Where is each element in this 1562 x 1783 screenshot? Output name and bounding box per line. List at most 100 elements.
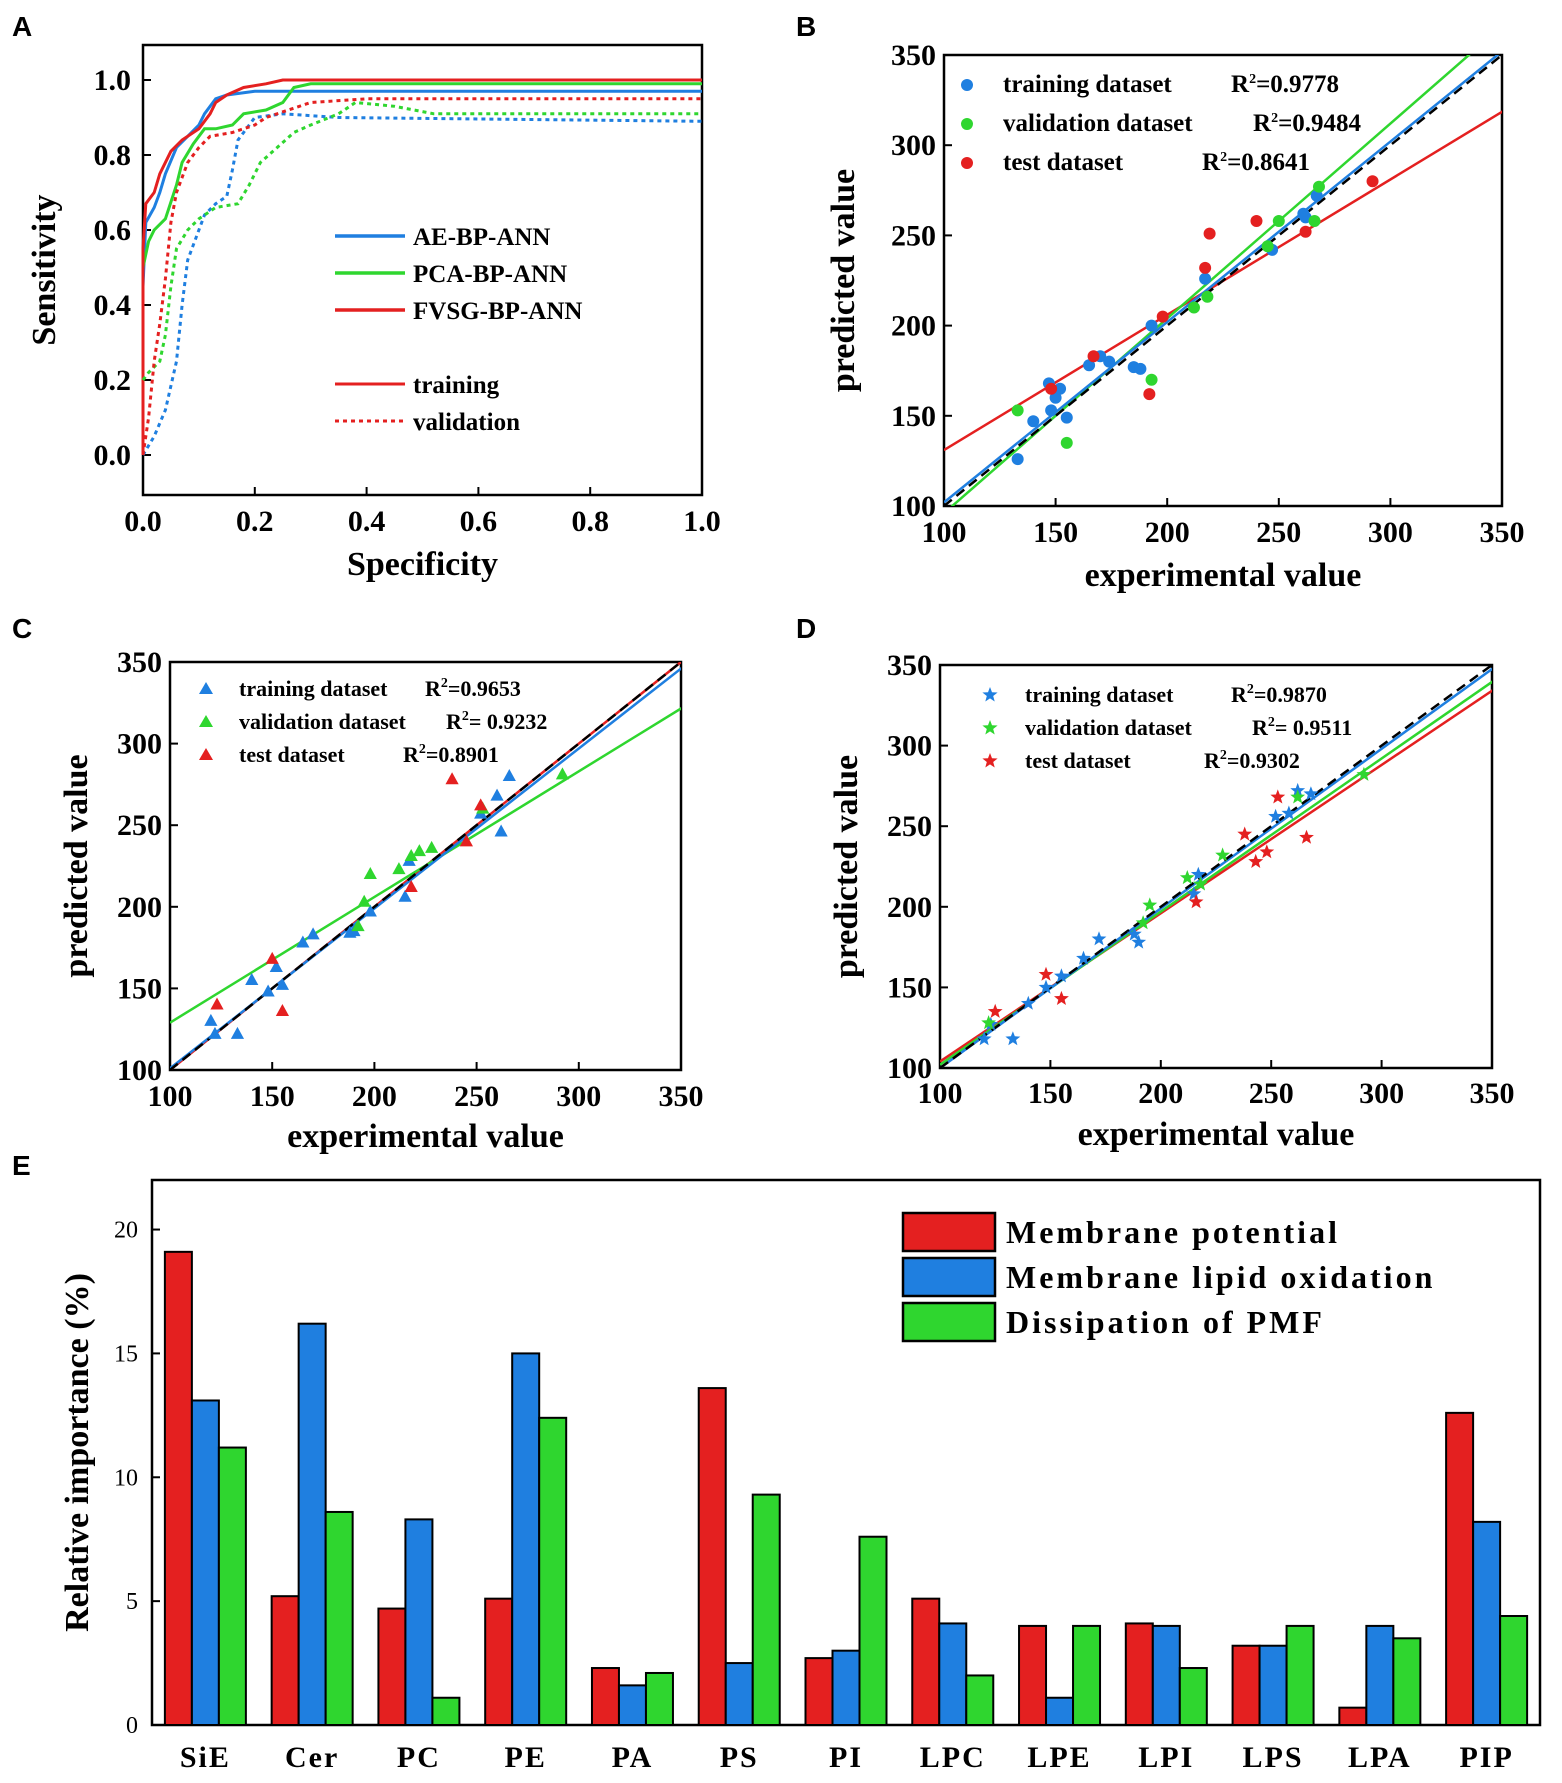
legend-label: Dissipation of PMF bbox=[1006, 1304, 1325, 1340]
x-tick-label: 300 bbox=[556, 1080, 601, 1113]
legend-marker bbox=[961, 157, 973, 169]
data-point bbox=[1270, 789, 1286, 804]
data-point bbox=[1054, 990, 1069, 1005]
data-point bbox=[1308, 214, 1321, 227]
x-tick-label: 300 bbox=[1359, 1077, 1404, 1110]
legend-r2: R2= 0.9232 bbox=[446, 709, 547, 734]
x-tick-label: 100 bbox=[922, 516, 967, 549]
x-tick-label: 150 bbox=[250, 1080, 295, 1113]
x-tick-label: 0.4 bbox=[348, 505, 386, 538]
x-tick-label: 0.2 bbox=[236, 505, 274, 538]
legend-r2: R2=0.9870 bbox=[1231, 682, 1327, 707]
y-tick-label: 350 bbox=[117, 646, 162, 679]
data-point bbox=[1299, 829, 1314, 844]
x-tick-label: 300 bbox=[1368, 516, 1413, 549]
category-label: PIP bbox=[1459, 1741, 1513, 1774]
y-axis-label: predicted value bbox=[825, 169, 862, 392]
fit-line bbox=[944, 110, 1502, 452]
y-tick-label: 250 bbox=[117, 809, 162, 842]
data-point bbox=[204, 1013, 218, 1026]
category-label: LPC bbox=[920, 1741, 986, 1774]
x-axis-label: Specificity bbox=[347, 546, 498, 583]
data-point bbox=[981, 1015, 996, 1030]
data-point bbox=[351, 919, 365, 932]
plot-frame bbox=[942, 53, 1504, 508]
y-tick-label: 350 bbox=[891, 39, 936, 72]
data-point bbox=[1190, 866, 1206, 881]
data-point bbox=[1145, 373, 1158, 386]
category-label: LPI bbox=[1138, 1741, 1194, 1774]
category-label: LPE bbox=[1027, 1741, 1091, 1774]
data-point bbox=[1186, 886, 1202, 901]
y-tick-label: 100 bbox=[891, 490, 936, 523]
legend-swatch bbox=[901, 1301, 997, 1343]
data-point bbox=[265, 951, 279, 964]
data-point bbox=[1272, 214, 1285, 227]
data-point bbox=[1261, 240, 1274, 253]
legend-marker bbox=[199, 748, 213, 760]
legend-swatch bbox=[901, 1256, 997, 1298]
legend-label: training bbox=[413, 372, 500, 399]
y-tick-label: 250 bbox=[891, 219, 936, 252]
y-tick-label: 150 bbox=[891, 400, 936, 433]
data-point bbox=[1290, 789, 1306, 804]
bar bbox=[1045, 1696, 1075, 1726]
x-axis-label: experimental value bbox=[287, 1118, 564, 1155]
x-tick-label: 200 bbox=[352, 1080, 397, 1113]
legend-label: test dataset bbox=[1003, 149, 1124, 176]
x-tick-label: 200 bbox=[1145, 516, 1190, 549]
fit-lines bbox=[940, 665, 1492, 1068]
fit-line bbox=[950, 55, 1471, 506]
legend-label: test dataset bbox=[1025, 748, 1131, 773]
y-axis-label: Relative importance (%) bbox=[59, 1273, 96, 1632]
roc-series-line bbox=[141, 100, 702, 381]
bar bbox=[1445, 1411, 1475, 1726]
bar bbox=[590, 1667, 620, 1726]
data-point bbox=[1083, 359, 1096, 372]
data-point bbox=[1049, 391, 1062, 404]
bar bbox=[484, 1597, 514, 1726]
data-point bbox=[494, 824, 508, 837]
plot-frame bbox=[938, 663, 1494, 1070]
bar bbox=[1018, 1624, 1048, 1726]
data-point bbox=[1091, 931, 1107, 946]
x-tick-label: 200 bbox=[1138, 1077, 1183, 1110]
data-point bbox=[1310, 189, 1323, 202]
data-point bbox=[1038, 966, 1054, 981]
data-point bbox=[459, 834, 473, 847]
y-tick-label: 0.2 bbox=[94, 364, 132, 397]
data-point bbox=[1135, 915, 1151, 930]
legend-r2: R2=0.8641 bbox=[1202, 149, 1310, 176]
x-tick-label: 250 bbox=[1256, 516, 1301, 549]
data-point bbox=[269, 959, 283, 972]
fit-line bbox=[944, 55, 1500, 504]
data-point bbox=[1156, 310, 1169, 323]
x-tick-label: 150 bbox=[1033, 516, 1078, 549]
legend-r2: R2= 0.9511 bbox=[1252, 715, 1352, 740]
data-point bbox=[1179, 870, 1195, 885]
bar bbox=[217, 1446, 247, 1726]
panel-letter-b: B bbox=[796, 11, 816, 42]
data-point bbox=[412, 844, 426, 857]
bar bbox=[377, 1607, 407, 1727]
roc-series-line bbox=[141, 97, 702, 456]
data-point bbox=[1312, 180, 1325, 193]
data-point bbox=[1143, 388, 1156, 401]
data-point bbox=[208, 1026, 222, 1039]
data-point bbox=[1027, 415, 1040, 428]
data-point bbox=[555, 767, 570, 780]
data-point bbox=[1237, 826, 1253, 841]
data-point bbox=[275, 977, 290, 990]
category-label: Cer bbox=[285, 1741, 339, 1774]
data-points bbox=[976, 766, 1372, 1046]
bar bbox=[644, 1671, 674, 1727]
x-tick-label: 1.0 bbox=[683, 505, 721, 538]
data-point bbox=[1299, 225, 1312, 238]
category-label: PA bbox=[612, 1741, 654, 1774]
legend-label: test dataset bbox=[239, 742, 345, 767]
data-point bbox=[306, 927, 320, 940]
data-point bbox=[1103, 355, 1116, 368]
legend-marker bbox=[982, 720, 998, 735]
bar bbox=[1499, 1615, 1529, 1726]
